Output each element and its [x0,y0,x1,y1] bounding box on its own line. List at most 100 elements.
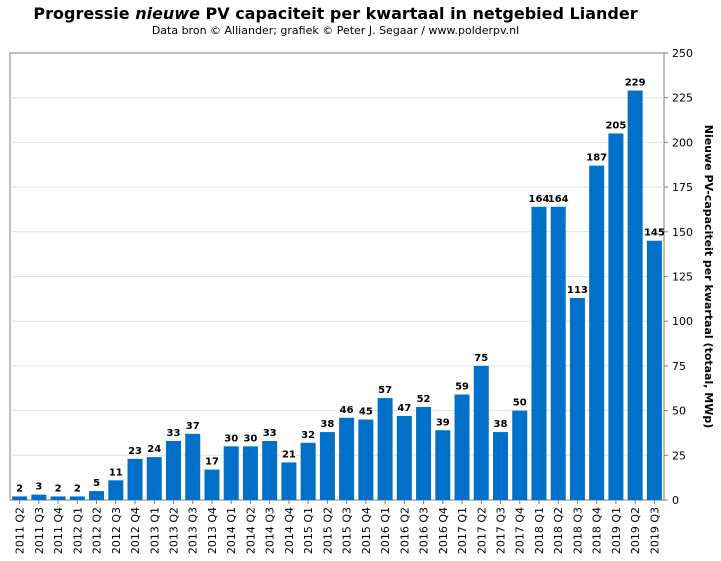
bar [492,432,509,500]
x-tick-label: 2012 Q3 [110,507,123,554]
x-tick-label: 2017 Q4 [514,507,527,554]
title-part-3: PV capaciteit per kwartaal in netgebied … [199,4,638,23]
data-label: 229 [625,78,646,89]
x-tick-label: 2011 Q4 [52,507,65,554]
bar [512,410,528,500]
bar [262,440,278,500]
bar [627,90,643,500]
data-label: 59 [455,382,469,393]
y-tick-label: 75 [672,360,686,373]
data-label: 21 [282,449,296,460]
data-label: 57 [378,385,392,396]
data-label: 75 [474,353,488,364]
bar [435,430,451,500]
data-label: 164 [529,194,550,205]
bar [569,297,585,500]
bar [550,206,566,500]
x-tick-label: 2018 Q1 [533,507,546,554]
data-label: 5 [93,478,100,489]
data-label: 17 [205,457,219,468]
data-label: 145 [644,228,665,239]
x-tick-label: 2013 Q3 [187,507,200,554]
y-tick-label: 250 [672,47,693,60]
data-label: 45 [359,407,373,418]
x-tick-label: 2018 Q4 [591,507,604,554]
data-label: 46 [340,405,354,416]
bar [185,433,201,500]
bar [146,457,162,500]
bar [300,442,316,500]
bar [50,496,66,500]
bar [127,458,143,500]
bar [377,398,393,500]
title-part-1: Progressie [33,4,136,23]
x-tick-label: 2014 Q1 [225,507,238,554]
bar [608,133,624,500]
y-tick-label: 125 [672,271,693,284]
x-tick-label: 2014 Q3 [264,507,277,554]
x-tick-label: 2019 Q3 [648,507,661,554]
x-tick-label: 2012 Q4 [129,507,142,554]
data-label: 52 [417,394,431,405]
bar [223,446,239,500]
x-tick-label: 2015 Q3 [341,507,354,554]
bar [281,462,297,500]
x-tick-label: 2015 Q2 [321,507,334,554]
bar [531,206,547,500]
bar [31,494,47,500]
bar [69,496,85,500]
bars [12,90,662,501]
data-label: 24 [147,444,161,455]
bar [204,469,220,500]
x-tick-label: 2017 Q1 [456,507,469,554]
data-label: 50 [513,398,527,409]
title-part-emphasis: nieuwe [135,4,200,23]
bar [165,440,182,500]
x-tick-label: 2015 Q4 [360,507,373,554]
data-label: 38 [320,419,334,430]
y-tick-label: 25 [672,449,686,462]
x-tick-label: 2012 Q2 [91,507,104,554]
y-axis-label: Nieuwe PV-capaciteit per kwartaal (totaa… [702,125,715,429]
x-tick-label: 2013 Q4 [206,507,219,554]
data-label: 38 [494,419,508,430]
data-label: 37 [186,421,200,432]
y-tick-label: 50 [672,405,686,418]
y-tick-label: 0 [672,494,679,507]
data-label: 3 [35,482,42,493]
data-label: 205 [605,120,626,131]
data-label: 2 [55,483,62,494]
bar [319,432,335,500]
x-tick-label: 2018 Q2 [552,507,565,554]
bar [396,415,412,500]
bar [454,394,470,500]
x-axis-ticks: 2011 Q2 2011 Q3 2011 Q4 2012 Q1 2012 Q2 2012 … [14,500,661,554]
data-label: 39 [436,417,450,428]
x-tick-label: 2013 Q2 [168,507,181,554]
data-label: 33 [167,428,181,439]
data-label: 113 [567,285,588,296]
data-label: 164 [548,194,569,205]
bar [89,491,105,500]
data-label: 30 [224,433,238,444]
bar [339,417,355,500]
y-axis-ticks: 0 25 50 75 100 125 150 175 200 225 250 [664,47,693,507]
x-tick-label: 2014 Q2 [244,507,257,554]
bar [358,419,374,500]
x-tick-label: 2016 Q1 [379,507,392,554]
data-label: 47 [397,403,411,414]
x-tick-label: 2016 Q2 [398,507,411,554]
chart-subtitle: Data bron © Alliander; grafiek © Peter J… [151,24,520,37]
x-tick-label: 2018 Q3 [571,507,584,554]
x-tick-label: 2016 Q4 [437,507,450,554]
x-tick-label: 2011 Q2 [14,507,27,554]
y-tick-label: 200 [672,136,693,149]
y-tick-label: 100 [672,315,693,328]
x-tick-label: 2012 Q1 [71,507,84,554]
data-label: 23 [128,446,142,457]
bar [12,496,28,500]
y-tick-label: 225 [672,92,693,105]
bar [242,446,258,500]
